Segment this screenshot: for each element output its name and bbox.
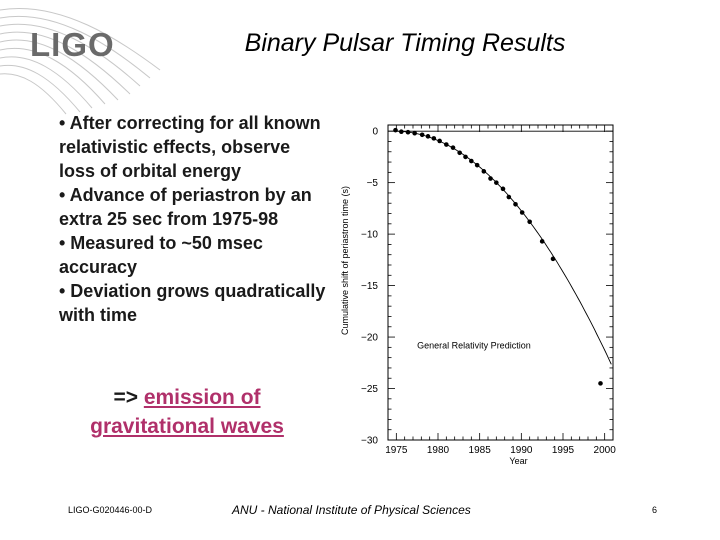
x-tick-label: 1980 — [427, 445, 450, 456]
conclusion-text: => emission of gravitational waves — [62, 383, 312, 441]
x-tick-label: 1990 — [510, 445, 533, 456]
data-point — [481, 169, 487, 174]
data-point — [450, 145, 456, 150]
data-point — [444, 142, 449, 147]
x-tick-label: 1975 — [385, 445, 408, 456]
data-point — [494, 180, 499, 185]
data-point — [431, 136, 437, 141]
bullet-item: • Advance of periastron by an extra 25 s… — [59, 185, 312, 229]
data-point — [457, 150, 462, 156]
data-point — [405, 129, 411, 135]
x-tick-label: 2000 — [594, 445, 617, 456]
data-point — [527, 219, 532, 225]
x-tick-label: 1995 — [552, 445, 575, 456]
curve-annotation: General Relativity Prediction — [417, 340, 531, 350]
periastron-shift-chart: 1975 1980 1985 1990 1995 2000 0 −5 −10 −15 −20 −25 −… — [340, 124, 617, 465]
data-point — [437, 138, 442, 144]
data-point — [598, 381, 603, 386]
data-point — [513, 201, 518, 207]
data-point — [550, 256, 556, 262]
data-point — [419, 132, 425, 138]
ligo-logo: LIGO — [30, 26, 115, 63]
data-point — [393, 127, 398, 133]
data-point — [399, 129, 404, 134]
y-tick-label: −25 — [361, 384, 378, 395]
data-point — [474, 162, 480, 168]
plot-frame — [387, 124, 614, 441]
footer-institution: ANU - National Institute of Physical Sci… — [232, 503, 471, 517]
conclusion-prefix: => — [113, 386, 144, 409]
data-point — [506, 194, 512, 200]
bullet-item: • Deviation grows quadratically with tim… — [59, 281, 326, 325]
gr-prediction-curve — [394, 130, 612, 365]
bullet-item: • Measured to ~50 msec accuracy — [59, 233, 263, 277]
y-tick-label: −30 — [361, 436, 378, 447]
footer-document-id: LIGO-G020446-00-D — [68, 505, 153, 515]
y-tick-label: −10 — [361, 230, 378, 241]
bullet-list: • After correcting for all known relativ… — [59, 111, 329, 327]
bullet-item: • After correcting for all known relativ… — [59, 113, 321, 181]
page-number: 6 — [652, 505, 658, 515]
data-point — [425, 134, 431, 139]
data-point — [519, 210, 525, 215]
y-tick-label: −20 — [361, 333, 378, 344]
y-tick-label: −15 — [361, 281, 378, 292]
page-title: Binary Pulsar Timing Results — [244, 29, 566, 57]
x-axis-label: Year — [509, 456, 527, 465]
gravitational-waves-link[interactable]: emission of gravitational waves — [90, 386, 284, 438]
data-point — [500, 186, 506, 192]
data-point — [412, 130, 417, 136]
data-point — [469, 158, 474, 164]
y-axis-label: Cumulative shift of periastron time (s) — [340, 186, 350, 335]
data-point — [539, 239, 545, 244]
y-tick-label: −5 — [367, 178, 379, 189]
y-tick-label: 0 — [372, 127, 378, 138]
x-tick-label: 1985 — [469, 445, 492, 456]
data-point — [463, 154, 468, 160]
data-point — [488, 176, 493, 181]
